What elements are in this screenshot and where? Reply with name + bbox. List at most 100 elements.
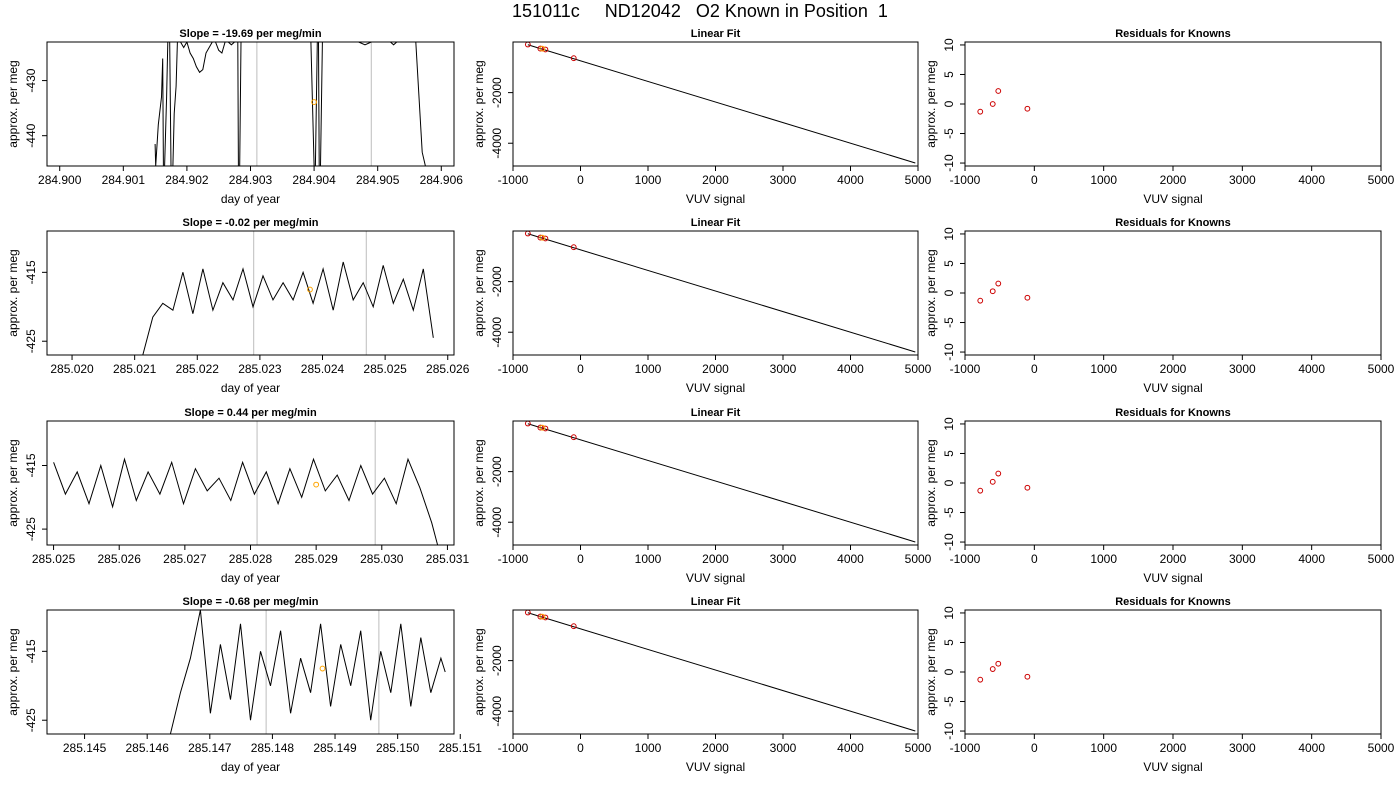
x-tick-label: 4000 bbox=[1298, 173, 1325, 187]
x-tick-label: 4000 bbox=[1298, 362, 1325, 376]
plot-area bbox=[53, 421, 439, 545]
x-tick-label: 1000 bbox=[635, 552, 662, 566]
panel-title: Residuals for Knowns bbox=[1115, 217, 1231, 229]
x-tick-label: 2000 bbox=[702, 552, 729, 566]
panel-residuals-row1: -1000 0 1000 2000 3000 4000 5000 10 5 0 -5 -10 Resid… bbox=[924, 28, 1395, 206]
x-tick-label: 5000 bbox=[905, 362, 932, 376]
x-axis-label: VUV signal bbox=[686, 192, 745, 206]
y-tick-label: -10 bbox=[942, 533, 956, 551]
x-tick-label: 1000 bbox=[1090, 362, 1117, 376]
x-axis-label: VUV signal bbox=[1143, 571, 1202, 585]
y-tick-label: 5 bbox=[942, 639, 956, 646]
panel-title: Linear Fit bbox=[691, 28, 741, 40]
fit-line bbox=[527, 423, 916, 543]
y-tick-label: -4000 bbox=[490, 696, 504, 727]
y-tick-label: -415 bbox=[24, 453, 38, 477]
data-point bbox=[1024, 673, 1031, 680]
x-tick-label: 285.150 bbox=[376, 741, 420, 755]
x-tick-label: 284.902 bbox=[165, 173, 209, 187]
x-tick-label: 285.027 bbox=[163, 552, 207, 566]
y-axis-label: approx. per meg bbox=[6, 60, 20, 147]
y-tick-label: -4000 bbox=[490, 128, 504, 159]
x-tick-label: -1000 bbox=[950, 362, 981, 376]
x-tick-label: -1000 bbox=[498, 741, 529, 755]
x-tick-label: 2000 bbox=[702, 362, 729, 376]
x-tick-label: 2000 bbox=[702, 741, 729, 755]
y-tick-label: 0 bbox=[942, 289, 956, 296]
y-tick-label: -2000 bbox=[490, 456, 504, 487]
x-tick-label: 3000 bbox=[1229, 173, 1256, 187]
y-axis-label: approx. per meg bbox=[924, 439, 938, 526]
plot-area bbox=[524, 231, 916, 353]
x-tick-label: -1000 bbox=[498, 362, 529, 376]
y-tick-label: 0 bbox=[942, 668, 956, 675]
y-tick-label: 5 bbox=[942, 260, 956, 267]
x-tick-label: 2000 bbox=[1160, 552, 1187, 566]
panel-linear-fit-row3: -1000 0 1000 2000 3000 4000 5000 -2000 -4000 Line… bbox=[472, 407, 932, 585]
x-axis-label: VUV signal bbox=[1143, 381, 1202, 395]
x-tick-label: 285.145 bbox=[63, 741, 107, 755]
y-tick-label: 10 bbox=[942, 227, 956, 241]
y-tick-label: -415 bbox=[24, 260, 38, 284]
x-tick-label: 285.030 bbox=[360, 552, 404, 566]
y-tick-label: -425 bbox=[24, 329, 38, 353]
y-axis-label: approx. per meg bbox=[6, 439, 20, 526]
data-point bbox=[524, 42, 531, 48]
y-tick-label: -425 bbox=[24, 708, 38, 732]
panel-residuals-row4: -1000 0 1000 2000 3000 4000 5000 10 5 0 -5 -10 Resid… bbox=[924, 596, 1395, 774]
data-point bbox=[1024, 294, 1031, 301]
y-axis-label: approx. per meg bbox=[472, 628, 486, 715]
x-tick-label: 284.905 bbox=[356, 173, 400, 187]
x-tick-label: 0 bbox=[1031, 741, 1038, 755]
x-axis-label: VUV signal bbox=[686, 571, 745, 585]
x-tick-label: 1000 bbox=[635, 173, 662, 187]
figure-title: 151011c ND12042 O2 Known in Position 1 bbox=[512, 1, 888, 21]
x-tick-label: 5000 bbox=[905, 552, 932, 566]
x-tick-label: 285.147 bbox=[188, 741, 232, 755]
x-tick-label: 3000 bbox=[1229, 741, 1256, 755]
y-tick-label: -415 bbox=[24, 639, 38, 663]
x-tick-label: 284.900 bbox=[38, 173, 82, 187]
x-tick-label: 4000 bbox=[1298, 741, 1325, 755]
x-tick-label: 2000 bbox=[1160, 173, 1187, 187]
panel-linear-fit-row1: -1000 0 1000 2000 3000 4000 5000 -2000 -4000 Line… bbox=[472, 28, 932, 206]
y-tick-label: 0 bbox=[942, 479, 956, 486]
x-tick-label: 1000 bbox=[1090, 173, 1117, 187]
known-point bbox=[311, 99, 317, 105]
x-tick-label: 285.024 bbox=[301, 362, 345, 376]
x-tick-label: 0 bbox=[1031, 173, 1038, 187]
known-point bbox=[313, 481, 320, 488]
data-point bbox=[977, 487, 984, 494]
known-point bbox=[539, 234, 546, 241]
plot-area bbox=[524, 610, 916, 732]
data-point bbox=[995, 470, 1002, 477]
y-tick-label: -5 bbox=[942, 507, 956, 518]
y-axis-label: approx. per meg bbox=[472, 60, 486, 147]
x-tick-label: 5000 bbox=[905, 741, 932, 755]
x-tick-label: 285.026 bbox=[98, 552, 142, 566]
panel-timeseries-row2: 285.020 285.021 285.022 285.023 285.024 285.0… bbox=[6, 217, 470, 395]
x-tick-label: 285.026 bbox=[426, 362, 470, 376]
y-tick-label: -10 bbox=[942, 343, 956, 361]
x-tick-label: -1000 bbox=[950, 173, 981, 187]
y-axis-label: approx. per meg bbox=[924, 249, 938, 336]
plot-area bbox=[524, 421, 916, 543]
x-tick-label: 285.146 bbox=[125, 741, 169, 755]
x-tick-label: 0 bbox=[577, 741, 584, 755]
x-tick-label: 4000 bbox=[837, 173, 864, 187]
x-tick-label: 0 bbox=[1031, 552, 1038, 566]
panel-title: Slope = 0.44 per meg/min bbox=[184, 407, 317, 419]
y-tick-label: 10 bbox=[942, 417, 956, 431]
y-tick-label: 10 bbox=[942, 38, 956, 52]
panel-residuals-row3: -1000 0 1000 2000 3000 4000 5000 10 5 0 -5 -10 Resid… bbox=[924, 407, 1395, 585]
plot-frame bbox=[964, 609, 1382, 735]
plot-area bbox=[142, 231, 434, 355]
panel-title: Linear Fit bbox=[691, 596, 741, 608]
y-tick-label: 10 bbox=[942, 606, 956, 620]
x-tick-label: 3000 bbox=[1229, 362, 1256, 376]
plot-area bbox=[977, 88, 1031, 115]
data-point bbox=[989, 101, 996, 107]
plot-area bbox=[977, 660, 1031, 683]
panel-title: Slope = -0.68 per meg/min bbox=[182, 596, 318, 608]
